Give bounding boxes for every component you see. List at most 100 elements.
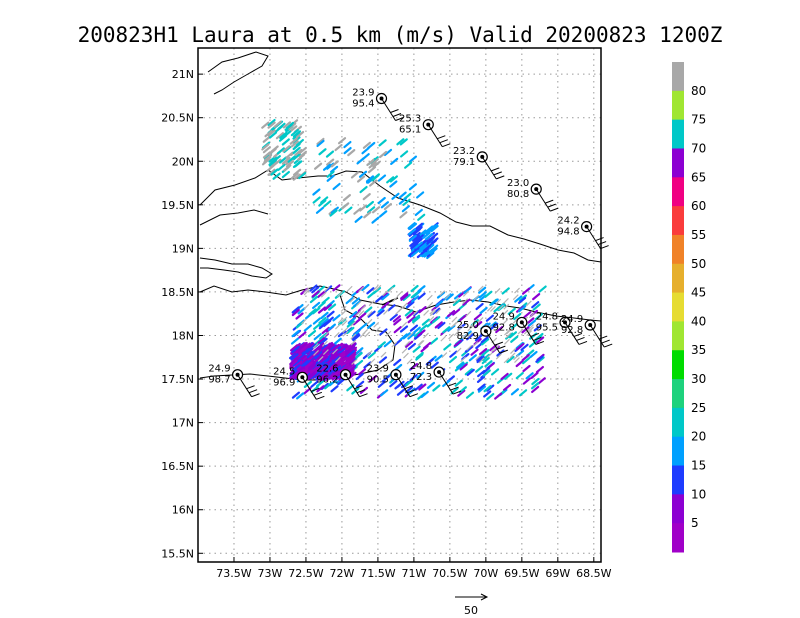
wind-vector — [407, 222, 416, 230]
wind-vector — [473, 313, 482, 321]
wind-vector — [261, 143, 270, 151]
wind-vector — [312, 345, 321, 353]
wind-vector-gray — [455, 347, 462, 354]
wind-vector — [522, 364, 531, 373]
wind-vector — [422, 244, 432, 252]
wind-vector-gray — [477, 285, 484, 292]
wind-vector — [407, 332, 416, 340]
wind-vector — [350, 171, 360, 179]
wind-vector — [459, 313, 468, 322]
wind-vector — [448, 355, 458, 364]
wind-vector-gray — [323, 331, 330, 338]
wind-vector-gray — [374, 326, 381, 333]
lat-tick-label: 21N — [172, 68, 194, 81]
wind-vector-gray — [466, 332, 473, 339]
wind-vector — [367, 206, 376, 214]
wind-vector — [306, 342, 315, 350]
wind-vector — [437, 321, 446, 330]
wind-vector-gray — [465, 310, 472, 317]
wind-vector — [290, 337, 300, 345]
wind-vector — [508, 331, 518, 339]
wind-vector-gray — [342, 330, 349, 337]
wind-vector — [326, 310, 335, 318]
wind-vector — [347, 359, 356, 367]
wind-vector — [266, 164, 275, 172]
wind-vector — [298, 331, 307, 339]
wind-vector — [309, 284, 318, 292]
wind-vector — [319, 337, 328, 345]
wind-vector — [371, 216, 380, 224]
wind-vector — [318, 371, 327, 380]
wind-vector-gray — [514, 287, 520, 294]
wind-vector — [290, 353, 299, 361]
wind-vector — [346, 326, 355, 335]
station-plot: 24.998.7 — [208, 364, 260, 398]
wind-vector-gray — [373, 321, 380, 328]
wind-vector — [272, 155, 281, 163]
lat-tick-label: 17.5N — [161, 373, 194, 386]
station-plot: 23.990.5 — [367, 364, 419, 398]
wind-vector-gray — [369, 358, 376, 365]
wind-vector — [311, 290, 320, 298]
wind-barb-flag — [407, 389, 416, 394]
wind-vector — [330, 165, 339, 173]
wind-barb-flag — [535, 340, 545, 345]
lat-tick-label: 20.5N — [161, 112, 194, 125]
station-bottom-value: 96.9 — [273, 377, 295, 388]
wind-vector — [481, 349, 490, 357]
wind-vector — [292, 168, 302, 176]
wind-barb — [481, 156, 497, 180]
wind-vector — [493, 305, 502, 313]
wind-vector — [417, 285, 426, 293]
wind-vector — [513, 312, 522, 321]
wind-vector — [290, 172, 299, 180]
wind-barb-flag — [547, 203, 556, 208]
wind-vector — [285, 160, 295, 168]
wind-vector-field — [261, 118, 547, 401]
wind-vector — [432, 316, 441, 324]
wind-vector-gray — [322, 349, 329, 355]
station-top-value: 24.9 — [561, 314, 583, 325]
wind-vector — [359, 185, 368, 194]
wind-vector — [295, 312, 304, 320]
wind-vector — [318, 199, 327, 207]
wind-vector — [342, 358, 352, 366]
wind-barb-flag — [316, 395, 325, 400]
wind-vector — [316, 380, 325, 388]
wind-vector — [316, 137, 325, 146]
wind-vector — [316, 139, 325, 148]
wind-vector — [303, 324, 312, 332]
wind-vector — [327, 360, 337, 368]
wind-vector — [405, 379, 414, 387]
wind-vector-gray — [303, 289, 310, 296]
lon-tick-label: 70.5W — [432, 567, 467, 580]
lon-tick-label: 73.5W — [216, 567, 251, 580]
wind-vector — [354, 352, 363, 360]
wind-vector-gray — [401, 347, 408, 354]
wind-vector — [383, 340, 392, 348]
wind-vector — [515, 359, 524, 368]
wind-vector — [417, 213, 426, 221]
wind-vector-gray — [337, 317, 344, 324]
wind-vector-gray — [523, 328, 530, 335]
wind-vector — [275, 132, 285, 140]
lat-tick-label: 18.5N — [161, 286, 194, 299]
wind-vector — [376, 309, 385, 317]
wind-vector — [367, 141, 376, 150]
wind-vector — [412, 316, 421, 324]
wind-vector — [359, 322, 368, 330]
wind-barb-flag — [573, 332, 583, 337]
wind-vector-gray — [423, 310, 430, 316]
wind-vector — [292, 146, 301, 154]
wind-vector — [307, 362, 317, 370]
wind-barb-flag — [450, 386, 459, 391]
wind-vector — [304, 361, 313, 369]
station-bottom-value: 65.1 — [399, 125, 421, 136]
wind-barb-flag — [439, 139, 448, 144]
wind-vector — [387, 284, 396, 292]
lon-tick-label: 69W — [545, 567, 570, 580]
wind-vector — [401, 205, 410, 213]
lat-tick-label: 15.5N — [161, 547, 194, 560]
station-top-value: 23.9 — [352, 88, 374, 99]
